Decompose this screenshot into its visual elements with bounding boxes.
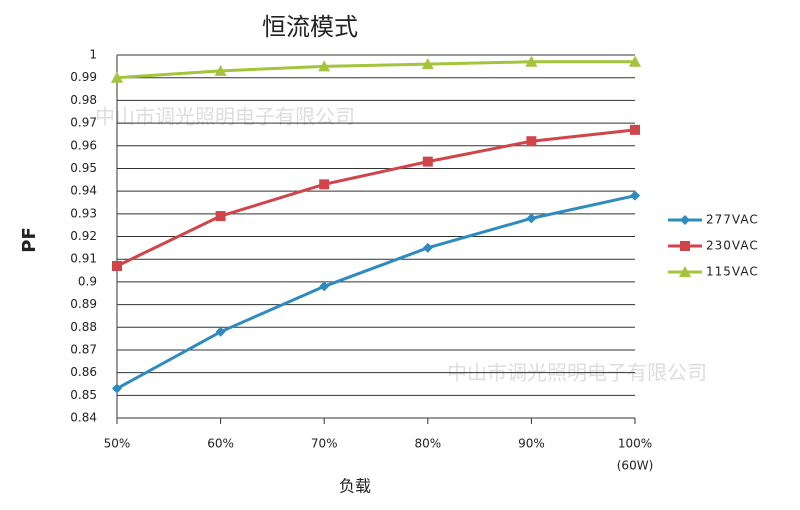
legend-label: 230VAC [706,239,759,253]
y-tick-label: 0.92 [70,229,97,243]
point [422,242,433,253]
legend-label: 277VAC [706,213,759,227]
point [630,190,640,201]
point [319,281,330,292]
point [526,213,537,224]
x-axis-label: 负载 [339,477,371,496]
y-tick-label: 0.86 [70,365,97,379]
y-tick-label: 0.94 [70,184,97,198]
y-tick-label: 0.91 [70,252,97,266]
y-tick-label: 0.84 [70,411,97,425]
point [630,124,640,135]
point [680,215,690,225]
y-tick-label: 0.98 [70,93,97,107]
y-tick-label: 1 [89,48,97,62]
x-tick-label: 50% [104,437,131,451]
point [421,58,434,70]
point [214,64,227,76]
point [319,179,330,190]
point [525,55,538,67]
y-tick-label: 0.95 [70,161,97,175]
y-tick-label: 0.88 [70,320,97,334]
x-tick-label: 100% [618,437,652,451]
y-tick-label: 0.99 [70,70,97,84]
watermark: 中山市调光照明电子有限公司 [95,105,355,129]
point [112,260,122,271]
y-tick-label: 0.89 [70,297,97,311]
point [629,55,641,67]
y-tick-label: 0.85 [70,388,97,402]
legend-label: 115VAC [706,265,759,279]
y-tick-label: 0.93 [70,206,97,220]
x-tick-label: 70% [311,437,338,451]
x-note: (60W) [617,459,654,473]
point [111,71,123,83]
y-axis-label: PF [19,227,40,253]
chart-title: 恒流模式 [262,13,358,41]
y-tick-label: 0.97 [70,116,97,130]
point [318,60,331,72]
y-tick-label: 0.9 [78,274,97,288]
series-line [116,60,635,80]
y-tick-label: 0.87 [70,342,97,356]
series-line [116,194,636,390]
point [679,266,691,277]
x-tick-label: 90% [518,437,545,451]
point [526,136,537,147]
point [215,211,226,222]
point [680,241,690,251]
series-line [116,128,636,268]
x-tick-label: 80% [414,437,441,451]
x-tick-label: 60% [207,437,234,451]
point [112,383,122,394]
y-tick-label: 0.96 [70,138,97,152]
point [422,156,433,167]
point [215,326,226,337]
